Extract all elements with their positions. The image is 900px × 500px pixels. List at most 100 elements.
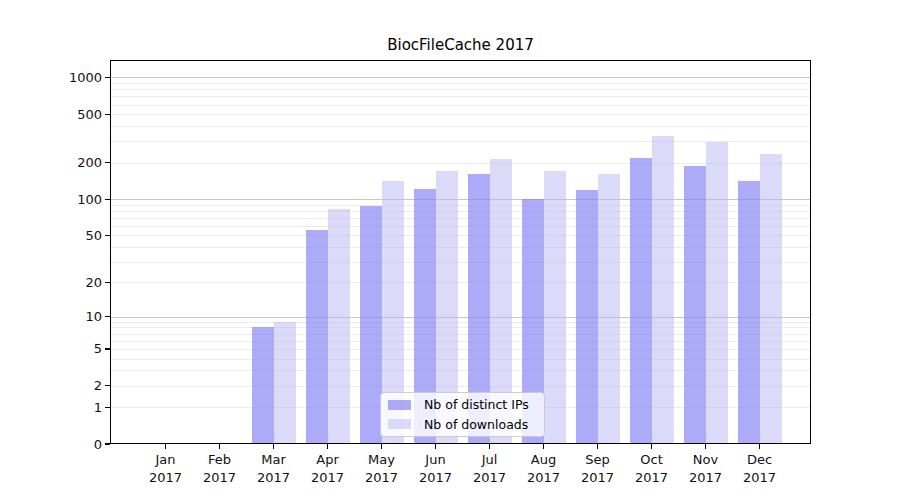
x-tick-mark bbox=[543, 444, 544, 449]
y-tick-mark bbox=[105, 407, 110, 408]
x-tick-year: 2017 bbox=[624, 469, 680, 487]
legend-label-distinct-ips: Nb of distinct IPs bbox=[424, 397, 529, 412]
x-tick-month: Mar bbox=[246, 451, 302, 469]
bar-distinct-ips bbox=[306, 230, 328, 444]
y-tick-mark bbox=[105, 162, 110, 163]
bar-downloads bbox=[706, 142, 728, 444]
bar-downloads bbox=[760, 154, 782, 444]
x-tick-label: Sep2017 bbox=[570, 451, 626, 486]
legend-label-downloads: Nb of downloads bbox=[424, 417, 528, 432]
legend-swatch-distinct-ips bbox=[388, 400, 411, 410]
x-tick-mark bbox=[759, 444, 760, 449]
legend-row-downloads: Nb of downloads bbox=[388, 415, 537, 435]
x-tick-label: Mar2017 bbox=[246, 451, 302, 486]
x-tick-year: 2017 bbox=[354, 469, 410, 487]
x-tick-month: Jul bbox=[462, 451, 518, 469]
y-tick-label: 100 bbox=[24, 191, 102, 208]
y-tick-label: 2 bbox=[24, 377, 102, 394]
bar-distinct-ips bbox=[630, 158, 652, 444]
x-tick-year: 2017 bbox=[678, 469, 734, 487]
y-tick-label: 500 bbox=[24, 106, 102, 123]
x-tick-month: Nov bbox=[678, 451, 734, 469]
x-tick-mark bbox=[597, 444, 598, 449]
y-grid-minor bbox=[110, 126, 811, 127]
legend-swatch-downloads bbox=[388, 419, 411, 429]
y-tick-mark bbox=[105, 282, 110, 283]
y-grid-minor bbox=[110, 105, 811, 106]
x-tick-year: 2017 bbox=[570, 469, 626, 487]
y-tick-mark bbox=[105, 235, 110, 236]
plot-area bbox=[110, 60, 811, 444]
x-tick-month: Dec bbox=[732, 451, 788, 469]
x-tick-year: 2017 bbox=[408, 469, 464, 487]
y-grid-minor bbox=[110, 83, 811, 84]
y-tick-label: 1000 bbox=[24, 69, 102, 86]
x-tick-mark bbox=[327, 444, 328, 449]
x-tick-mark bbox=[165, 444, 166, 449]
x-tick-label: Feb2017 bbox=[192, 451, 248, 486]
x-tick-year: 2017 bbox=[300, 469, 356, 487]
y-tick-label: 5 bbox=[24, 340, 102, 357]
x-tick-label: Apr2017 bbox=[300, 451, 356, 486]
x-tick-label: Dec2017 bbox=[732, 451, 788, 486]
x-tick-mark bbox=[705, 444, 706, 449]
y-tick-mark bbox=[105, 385, 110, 386]
y-tick-label: 50 bbox=[24, 227, 102, 244]
x-tick-month: Apr bbox=[300, 451, 356, 469]
x-tick-year: 2017 bbox=[138, 469, 194, 487]
bar-distinct-ips bbox=[360, 206, 382, 444]
y-grid-minor bbox=[110, 96, 811, 97]
bar-downloads bbox=[544, 171, 566, 444]
x-tick-year: 2017 bbox=[462, 469, 518, 487]
y-tick-label: 0 bbox=[24, 436, 102, 453]
y-tick-mark bbox=[105, 199, 110, 200]
x-tick-month: May bbox=[354, 451, 410, 469]
x-tick-month: Feb bbox=[192, 451, 248, 469]
bar-downloads bbox=[652, 136, 674, 444]
x-tick-mark bbox=[381, 444, 382, 449]
y-tick-label: 10 bbox=[24, 308, 102, 325]
x-tick-mark bbox=[489, 444, 490, 449]
y-grid-major bbox=[110, 77, 811, 78]
bar-downloads bbox=[598, 174, 620, 444]
x-tick-label: Jul2017 bbox=[462, 451, 518, 486]
y-tick-mark bbox=[105, 114, 110, 115]
bar-distinct-ips bbox=[252, 327, 274, 444]
y-tick-mark bbox=[105, 316, 110, 317]
bar-downloads bbox=[274, 322, 296, 444]
bar-downloads bbox=[328, 209, 350, 444]
legend: Nb of distinct IPs Nb of downloads bbox=[380, 392, 545, 437]
x-tick-mark bbox=[651, 444, 652, 449]
x-tick-label: May2017 bbox=[354, 451, 410, 486]
x-tick-label: Jan2017 bbox=[138, 451, 194, 486]
y-grid-minor bbox=[110, 114, 811, 115]
y-grid-minor bbox=[110, 89, 811, 90]
x-tick-month: Jun bbox=[408, 451, 464, 469]
legend-row-distinct-ips: Nb of distinct IPs bbox=[388, 395, 537, 415]
x-tick-month: Jan bbox=[138, 451, 194, 469]
bar-distinct-ips bbox=[576, 190, 598, 444]
x-tick-mark bbox=[273, 444, 274, 449]
x-tick-mark bbox=[219, 444, 220, 449]
x-tick-label: Aug2017 bbox=[516, 451, 572, 486]
chart-figure: BiocFileCache 2017 Nb of distinct IPs Nb… bbox=[0, 0, 900, 500]
x-tick-year: 2017 bbox=[732, 469, 788, 487]
x-tick-month: Aug bbox=[516, 451, 572, 469]
y-tick-label: 20 bbox=[24, 274, 102, 291]
x-tick-month: Sep bbox=[570, 451, 626, 469]
bar-distinct-ips bbox=[684, 166, 706, 444]
x-tick-year: 2017 bbox=[192, 469, 248, 487]
x-tick-mark bbox=[435, 444, 436, 449]
chart-title: BiocFileCache 2017 bbox=[110, 34, 811, 56]
y-tick-label: 200 bbox=[24, 154, 102, 171]
x-tick-label: Oct2017 bbox=[624, 451, 680, 486]
y-tick-mark bbox=[105, 348, 110, 349]
x-tick-month: Oct bbox=[624, 451, 680, 469]
y-tick-mark bbox=[105, 77, 110, 78]
x-tick-label: Jun2017 bbox=[408, 451, 464, 486]
x-tick-year: 2017 bbox=[246, 469, 302, 487]
x-tick-label: Nov2017 bbox=[678, 451, 734, 486]
bar-distinct-ips bbox=[738, 181, 760, 444]
y-tick-label: 1 bbox=[24, 399, 102, 416]
y-tick-mark bbox=[105, 443, 110, 444]
